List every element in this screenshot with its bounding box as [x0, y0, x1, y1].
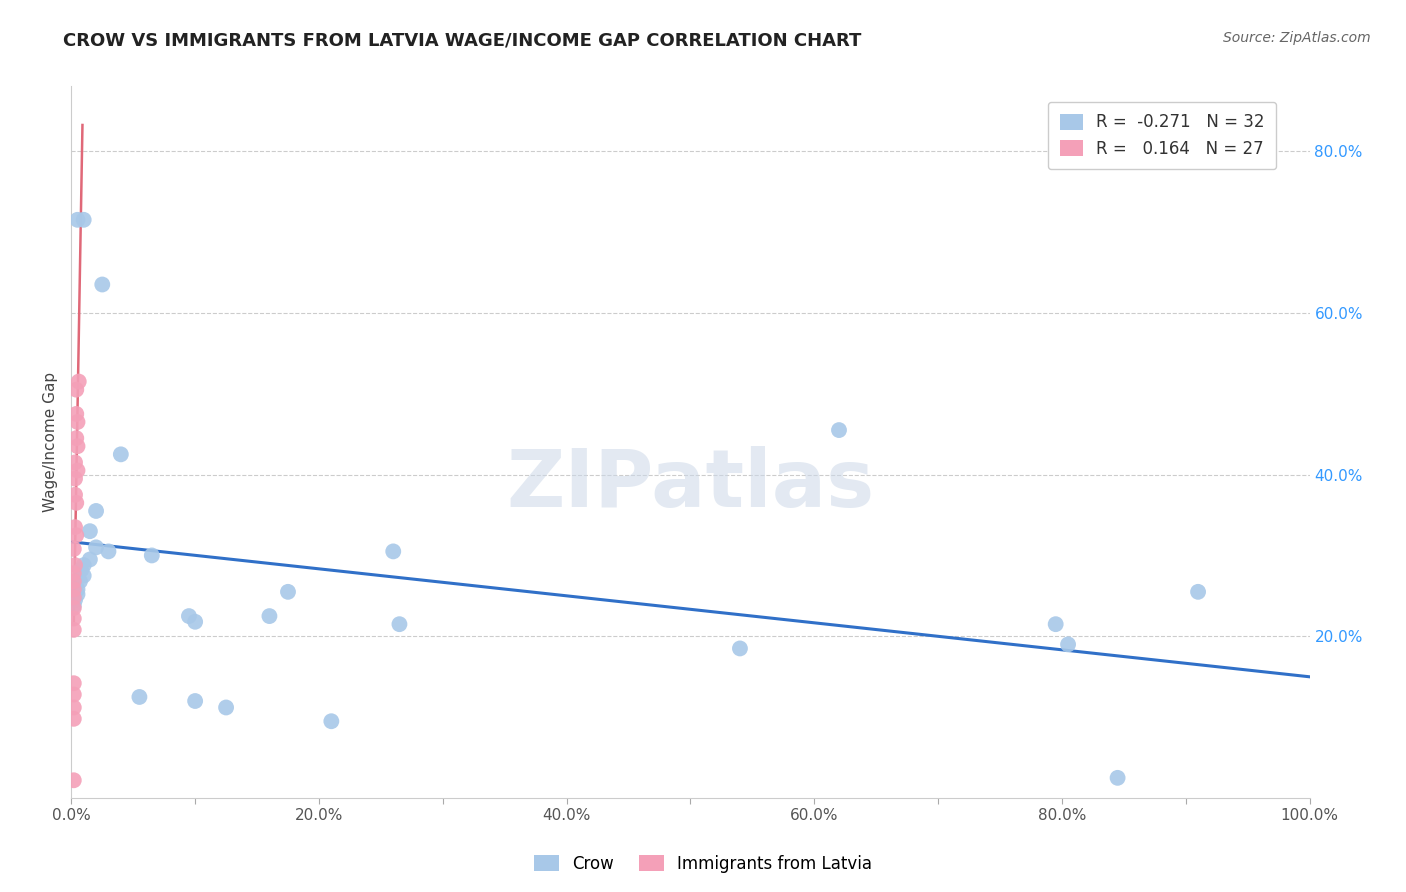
Point	[62, 688, 84, 702]
Point	[141, 549, 163, 563]
Legend: R =  -0.271   N = 32, R =   0.164   N = 27: R = -0.271 N = 32, R = 0.164 N = 27	[1047, 102, 1277, 169]
Point	[215, 700, 238, 714]
Point	[828, 423, 851, 437]
Point	[62, 601, 84, 615]
Point	[62, 599, 84, 613]
Point	[62, 591, 84, 605]
Point	[1045, 617, 1067, 632]
Point	[321, 714, 343, 729]
Text: Source: ZipAtlas.com: Source: ZipAtlas.com	[1223, 31, 1371, 45]
Point	[91, 277, 114, 292]
Point	[62, 700, 84, 714]
Point	[62, 611, 84, 625]
Point	[63, 472, 86, 486]
Point	[63, 520, 86, 534]
Point	[66, 439, 89, 453]
Point	[66, 463, 89, 477]
Point	[65, 407, 87, 421]
Point	[66, 415, 89, 429]
Point	[84, 541, 107, 555]
Point	[63, 558, 86, 573]
Y-axis label: Wage/Income Gap: Wage/Income Gap	[44, 372, 58, 512]
Point	[65, 528, 87, 542]
Point	[128, 690, 150, 704]
Point	[63, 488, 86, 502]
Point	[62, 582, 84, 597]
Point	[1057, 637, 1080, 651]
Point	[73, 558, 96, 573]
Point	[184, 694, 207, 708]
Point	[259, 609, 281, 624]
Point	[63, 593, 86, 607]
Point	[62, 541, 84, 556]
Point	[66, 212, 89, 227]
Point	[97, 544, 120, 558]
Point	[67, 375, 90, 389]
Point	[62, 566, 84, 581]
Point	[63, 455, 86, 469]
Point	[66, 587, 89, 601]
Point	[79, 552, 101, 566]
Point	[79, 524, 101, 538]
Point	[388, 617, 411, 632]
Point	[184, 615, 207, 629]
Point	[1107, 771, 1129, 785]
Point	[84, 504, 107, 518]
Point	[382, 544, 405, 558]
Legend: Crow, Immigrants from Latvia: Crow, Immigrants from Latvia	[527, 848, 879, 880]
Point	[728, 641, 751, 656]
Point	[110, 447, 132, 461]
Point	[69, 574, 91, 589]
Point	[65, 383, 87, 397]
Point	[65, 496, 87, 510]
Point	[65, 431, 87, 445]
Point	[62, 623, 84, 637]
Point	[70, 563, 93, 577]
Point	[1187, 584, 1209, 599]
Point	[62, 712, 84, 726]
Point	[62, 676, 84, 690]
Point	[277, 584, 299, 599]
Point	[62, 574, 84, 589]
Text: ZIPatlas: ZIPatlas	[506, 446, 875, 524]
Point	[73, 212, 96, 227]
Point	[62, 773, 84, 788]
Point	[177, 609, 200, 624]
Point	[73, 568, 96, 582]
Text: CROW VS IMMIGRANTS FROM LATVIA WAGE/INCOME GAP CORRELATION CHART: CROW VS IMMIGRANTS FROM LATVIA WAGE/INCO…	[63, 31, 862, 49]
Point	[66, 582, 89, 597]
